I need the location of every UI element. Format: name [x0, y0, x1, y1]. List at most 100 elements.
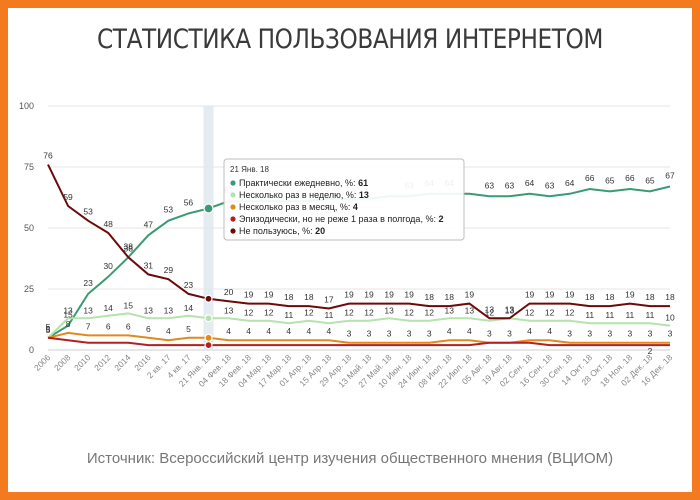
data-label-weekly: 11	[585, 310, 594, 320]
tooltip-date: 21 Янв. 18	[230, 165, 269, 174]
tooltip-label-daily: Практически ежедневно, %:	[239, 178, 356, 188]
x-tick-label: 2006	[32, 352, 53, 373]
data-label-weekly: 15	[124, 300, 134, 310]
data-label-monthly: 4	[306, 326, 311, 336]
source-note: Источник: Всероссийский центр изучения о…	[86, 450, 614, 467]
data-label-nonusers: 18	[605, 292, 615, 302]
data-label-monthly: 3	[367, 329, 372, 339]
data-label-weekly: 11	[324, 310, 333, 320]
svg-text:Практически ежедневно, %: 61: Практически ежедневно, %: 61	[239, 178, 368, 188]
data-label-nonusers: 19	[465, 290, 475, 300]
data-label-weekly: 13	[505, 305, 515, 315]
series-line-weekly[interactable]	[47, 312, 671, 339]
data-label-weekly: 12	[565, 308, 575, 318]
data-label-monthly: 3	[668, 329, 673, 339]
data-label-daily: 66	[625, 173, 635, 183]
svg-text:Не пользуюсь, %: 20: Не пользуюсь, %: 20	[239, 226, 325, 236]
data-label-weekly: 11	[605, 310, 614, 320]
data-label-daily: 5	[46, 322, 51, 332]
tooltip-value-episodic: 2	[438, 214, 443, 224]
data-label-weekly: 13	[224, 305, 234, 315]
data-label-nonusers: 18	[424, 292, 434, 302]
data-label-monthly: 3	[648, 329, 653, 339]
data-label-weekly: 12	[545, 308, 555, 318]
data-label-daily: 23	[83, 278, 93, 288]
data-label-nonusers: 19	[364, 290, 374, 300]
tooltip-row-monthly: Несколько раз в месяц, %: 4	[230, 202, 358, 212]
x-tick-label: 2014	[112, 352, 133, 373]
data-label-monthly: 3	[587, 329, 592, 339]
data-label-nonusers: 13	[485, 304, 495, 314]
data-label-daily: 63	[505, 180, 515, 190]
x-tick-label: 2012	[92, 352, 113, 373]
data-label-nonusers: 19	[545, 290, 555, 300]
data-label-weekly: 14	[184, 303, 194, 313]
data-label-monthly: 4	[547, 326, 552, 336]
data-label-monthly: 6	[106, 321, 111, 331]
tooltip-label-weekly: Несколько раз в неделю, %:	[239, 190, 356, 200]
data-label-nonusers: 19	[264, 290, 274, 300]
tooltip-label-episodic: Эпизодически, но не реже 1 раза в полгод…	[239, 214, 436, 224]
data-label-monthly: 4	[467, 326, 472, 336]
tooltip-value-weekly: 13	[359, 190, 369, 200]
y-tick-label: 100	[19, 101, 34, 111]
data-label-monthly: 3	[607, 329, 612, 339]
data-label-daily: 66	[585, 173, 595, 183]
data-label-monthly: 3	[567, 329, 572, 339]
data-label-weekly: 13	[465, 305, 475, 315]
data-label-nonusers: 19	[625, 290, 635, 300]
tooltip-row-daily: Практически ежедневно, %: 61	[230, 178, 368, 188]
tooltip-label-nonusers: Не пользуюсь, %:	[239, 226, 313, 236]
x-tick-label: 2010	[72, 352, 93, 373]
data-label-weekly: 12	[404, 308, 414, 318]
data-label-monthly: 6	[126, 321, 131, 331]
data-label-monthly: 4	[286, 326, 291, 336]
data-label-weekly: 12	[304, 308, 314, 318]
data-label-nonusers: 19	[565, 290, 575, 300]
data-label-nonusers: 19	[384, 290, 394, 300]
series-line-episodic[interactable]	[47, 336, 670, 347]
data-label-monthly: 3	[628, 329, 633, 339]
data-label-nonusers: 18	[284, 292, 294, 302]
data-label-weekly: 13	[144, 305, 154, 315]
data-label-weekly: 11	[625, 310, 634, 320]
y-tick-label: 50	[24, 223, 34, 233]
data-label-weekly: 12	[424, 308, 434, 318]
data-label-nonusers: 31	[144, 260, 154, 270]
x-tick-label: 2008	[52, 352, 73, 373]
series-line-monthly[interactable]	[47, 331, 670, 344]
y-tick-label: 75	[24, 162, 34, 172]
data-label-daily: 65	[605, 175, 615, 185]
svg-text:Эпизодически, но не реже 1 раз: Эпизодически, но не реже 1 раза в полгод…	[239, 214, 443, 224]
data-label-episodic: 2	[648, 346, 653, 356]
data-label-monthly: 8	[66, 319, 71, 329]
data-label-nonusers: 18	[645, 292, 655, 302]
data-label-nonusers: 20	[224, 287, 234, 297]
data-label-monthly: 3	[427, 329, 432, 339]
data-label-monthly: 3	[387, 329, 392, 339]
data-label-daily: 64	[525, 178, 535, 188]
y-axis: 0 25 50 75 100	[19, 101, 34, 355]
data-label-nonusers: 48	[103, 219, 113, 229]
tooltip-row-nonusers: Не пользуюсь, %: 20	[230, 226, 325, 236]
data-label-monthly: 6	[146, 324, 151, 334]
tooltip-value-monthly: 4	[353, 202, 358, 212]
data-label-monthly: 4	[527, 326, 532, 336]
series-line-nonusers[interactable]	[47, 164, 670, 320]
data-label-nonusers: 18	[585, 292, 595, 302]
data-label-nonusers: 18	[304, 292, 314, 302]
data-label-daily: 63	[545, 180, 555, 190]
svg-text:Несколько раз в неделю, %: 13: Несколько раз в неделю, %: 13	[239, 190, 369, 200]
data-label-weekly: 13	[164, 305, 174, 315]
data-label-nonusers: 18	[665, 292, 675, 302]
tooltip-value-nonusers: 20	[315, 226, 325, 236]
legend-dot-weekly	[230, 192, 236, 198]
data-label-monthly: 4	[166, 326, 171, 336]
data-label-monthly: 3	[407, 329, 412, 339]
data-label-daily: 38	[124, 241, 134, 251]
data-label-weekly: 12	[344, 308, 354, 318]
legend-dot-episodic	[230, 216, 236, 222]
data-label-nonusers: 19	[344, 290, 354, 300]
